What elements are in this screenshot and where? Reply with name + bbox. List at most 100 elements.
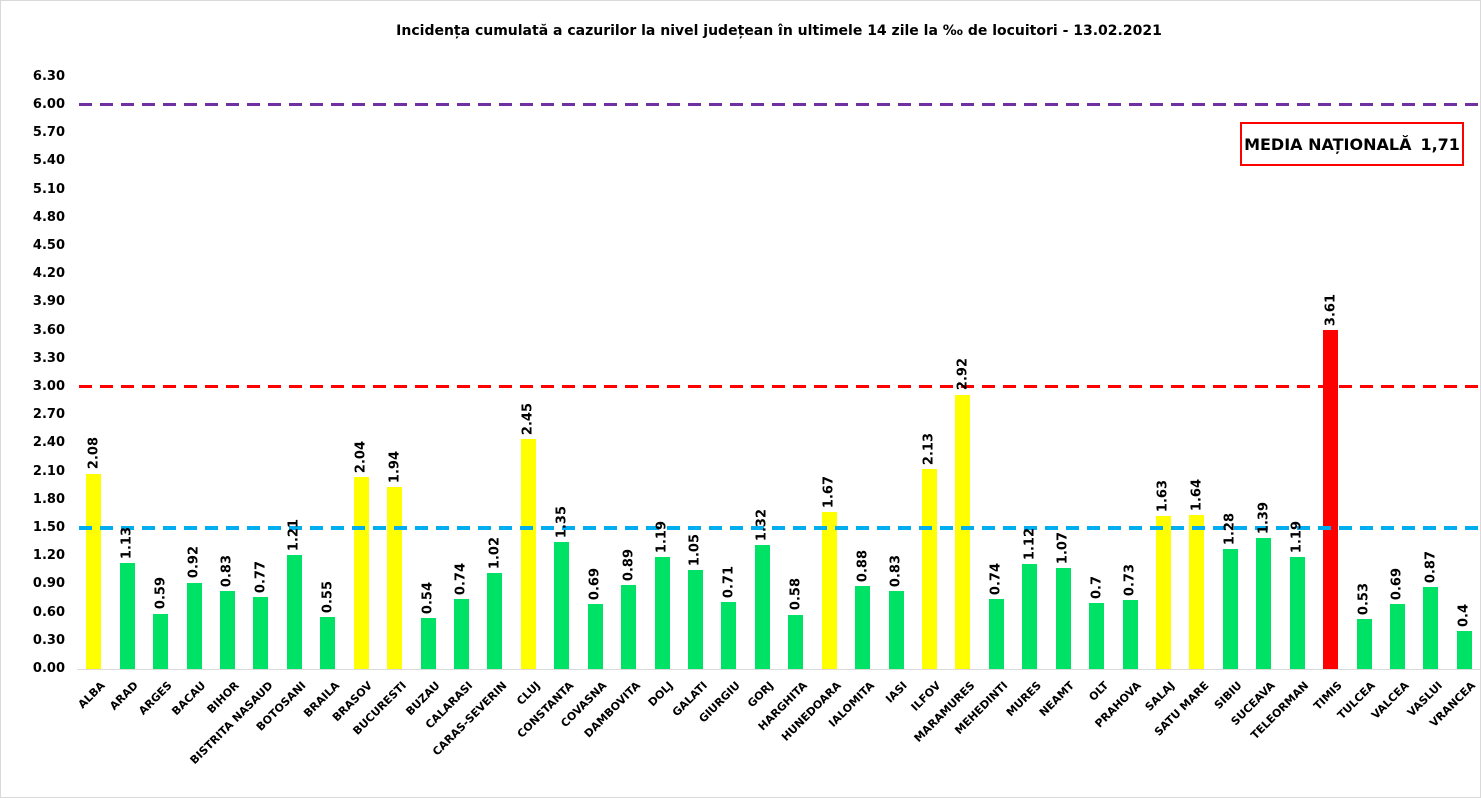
bar-value-galati: 1.05 [687, 534, 703, 567]
bar-alba [86, 473, 102, 669]
y-axis-tick-4.50: 4.50 [32, 238, 65, 253]
x-axis-line [77, 669, 1480, 670]
bar-value-bistrita-nasaud: 0.77 [253, 560, 269, 593]
bar-value-olt: 0.7 [1089, 576, 1105, 600]
bar-sibiu [1222, 548, 1238, 669]
bar-value-alba: 2.08 [86, 437, 102, 470]
bar-bihor [219, 591, 235, 669]
bar-value-sibiu: 1.28 [1222, 512, 1238, 545]
chart-title: Incidența cumulată a cazurilor la nivel … [396, 23, 1162, 39]
bar-bistrita-nasaud [253, 596, 269, 669]
bar-value-teleorman: 1.19 [1289, 521, 1305, 554]
bar-value-cluj: 2.45 [520, 402, 536, 435]
bar-bucuresti [387, 486, 403, 669]
bar-ilfov [921, 468, 937, 669]
bar-constanta [554, 542, 570, 669]
bar-vaslui [1423, 587, 1439, 669]
bar-value-caras-severin: 1.02 [487, 537, 503, 570]
y-axis-tick-4.80: 4.80 [32, 209, 65, 225]
national-average-label: MEDIA NAȚIONALĂ [1244, 134, 1412, 154]
bar-dolj [654, 557, 670, 669]
y-axis-tick-5.70: 5.70 [32, 125, 65, 141]
bar-value-vrancea: 0.4 [1456, 604, 1472, 628]
bar-value-covasna: 0.69 [587, 568, 603, 601]
bar-galati [687, 570, 703, 669]
y-axis-tick-0.30: 0.30 [32, 632, 65, 648]
bar-value-botosani: 1.21 [286, 519, 302, 552]
bar-arges [153, 613, 169, 669]
y-axis-tick-3.00: 3.00 [32, 379, 65, 394]
bar-mehedinti [988, 599, 1004, 669]
bar-valcea [1389, 604, 1405, 669]
bar-value-valcea: 0.69 [1389, 568, 1405, 601]
bar-cluj [520, 438, 536, 669]
bar-covasna [587, 604, 603, 669]
bar-value-neamt: 1.07 [1055, 532, 1071, 565]
y-axis-tick-1.20: 1.20 [32, 548, 65, 564]
bar-brasov [353, 477, 369, 669]
bar-gorj [754, 544, 770, 669]
y-axis-tick-3.60: 3.60 [32, 322, 65, 338]
bar-calarasi [453, 599, 469, 669]
bar-value-maramures: 2.92 [955, 358, 971, 391]
bar-prahova [1122, 600, 1138, 669]
bar-value-bihor: 0.83 [219, 554, 235, 587]
y-axis-tick-6.00: 6.00 [32, 97, 65, 112]
bar-hunedoara [821, 512, 837, 669]
bar-value-suceava: 1.39 [1256, 502, 1272, 535]
bar-value-harghita: 0.58 [788, 578, 804, 611]
bar-ialomita [855, 586, 871, 669]
bar-value-dambovita: 0.89 [621, 549, 637, 582]
x-axis-label-alba: ALBA [75, 679, 108, 712]
bar-value-prahova: 0.73 [1122, 564, 1138, 597]
bar-value-arad: 1.13 [119, 526, 135, 559]
y-axis-tick-2.40: 2.40 [32, 435, 65, 451]
x-axis-label-gorj: GORJ [745, 679, 777, 711]
y-axis-tick-1.80: 1.80 [32, 491, 65, 507]
bar-value-satu-mare: 1.64 [1189, 478, 1205, 511]
x-axis-label-arges: ARGES [136, 679, 175, 718]
y-axis-tick-0.90: 0.90 [32, 576, 65, 592]
bar-value-constanta: 1.35 [554, 506, 570, 539]
y-axis-tick-1.50: 1.50 [32, 520, 65, 535]
y-axis-tick-2.10: 2.10 [32, 463, 65, 479]
bar-value-calarasi: 0.74 [453, 563, 469, 596]
reference-line-1.5 [79, 526, 1478, 530]
bar-value-bacau: 0.92 [186, 546, 202, 579]
bar-timis [1323, 329, 1339, 669]
y-axis-tick-3.30: 3.30 [32, 350, 65, 366]
national-average-value: 1,71 [1420, 134, 1460, 154]
bar-value-iasi: 0.83 [888, 554, 904, 587]
bar-value-bucuresti: 1.94 [387, 450, 403, 483]
national-average-box: MEDIA NAȚIONALĂ 1,71 [1240, 122, 1464, 166]
bar-botosani [286, 555, 302, 669]
bar-value-giurgiu: 0.71 [721, 566, 737, 599]
x-axis-label-olt: OLT [1086, 679, 1111, 704]
x-axis-label-bacau: BACAU [169, 679, 209, 718]
bar-bacau [186, 582, 202, 669]
bar-caras-severin [487, 573, 503, 669]
bar-vrancea [1456, 631, 1472, 669]
bar-neamt [1055, 568, 1071, 669]
x-axis-label-iasi: IASI [883, 679, 911, 706]
reference-line-3 [79, 385, 1478, 388]
bar-salaj [1155, 515, 1171, 669]
y-axis-tick-3.90: 3.90 [32, 294, 65, 310]
bar-value-brasov: 2.04 [353, 441, 369, 474]
bar-value-braila: 0.55 [320, 581, 336, 614]
bar-value-salaj: 1.63 [1155, 479, 1171, 512]
bar-value-vaslui: 0.87 [1423, 551, 1439, 584]
x-axis-label-cluj: CLUJ [513, 679, 543, 708]
bar-value-tulcea: 0.53 [1356, 583, 1372, 616]
y-axis-tick-0.60: 0.60 [32, 604, 65, 620]
bar-dambovita [621, 585, 637, 669]
bar-mures [1022, 563, 1038, 669]
x-axis-label-dolj: DOLJ [646, 679, 677, 710]
bar-arad [119, 562, 135, 669]
bar-satu-mare [1189, 514, 1205, 669]
bar-value-arges: 0.59 [153, 577, 169, 610]
bar-suceava [1256, 538, 1272, 669]
bar-value-timis: 3.61 [1323, 293, 1339, 326]
